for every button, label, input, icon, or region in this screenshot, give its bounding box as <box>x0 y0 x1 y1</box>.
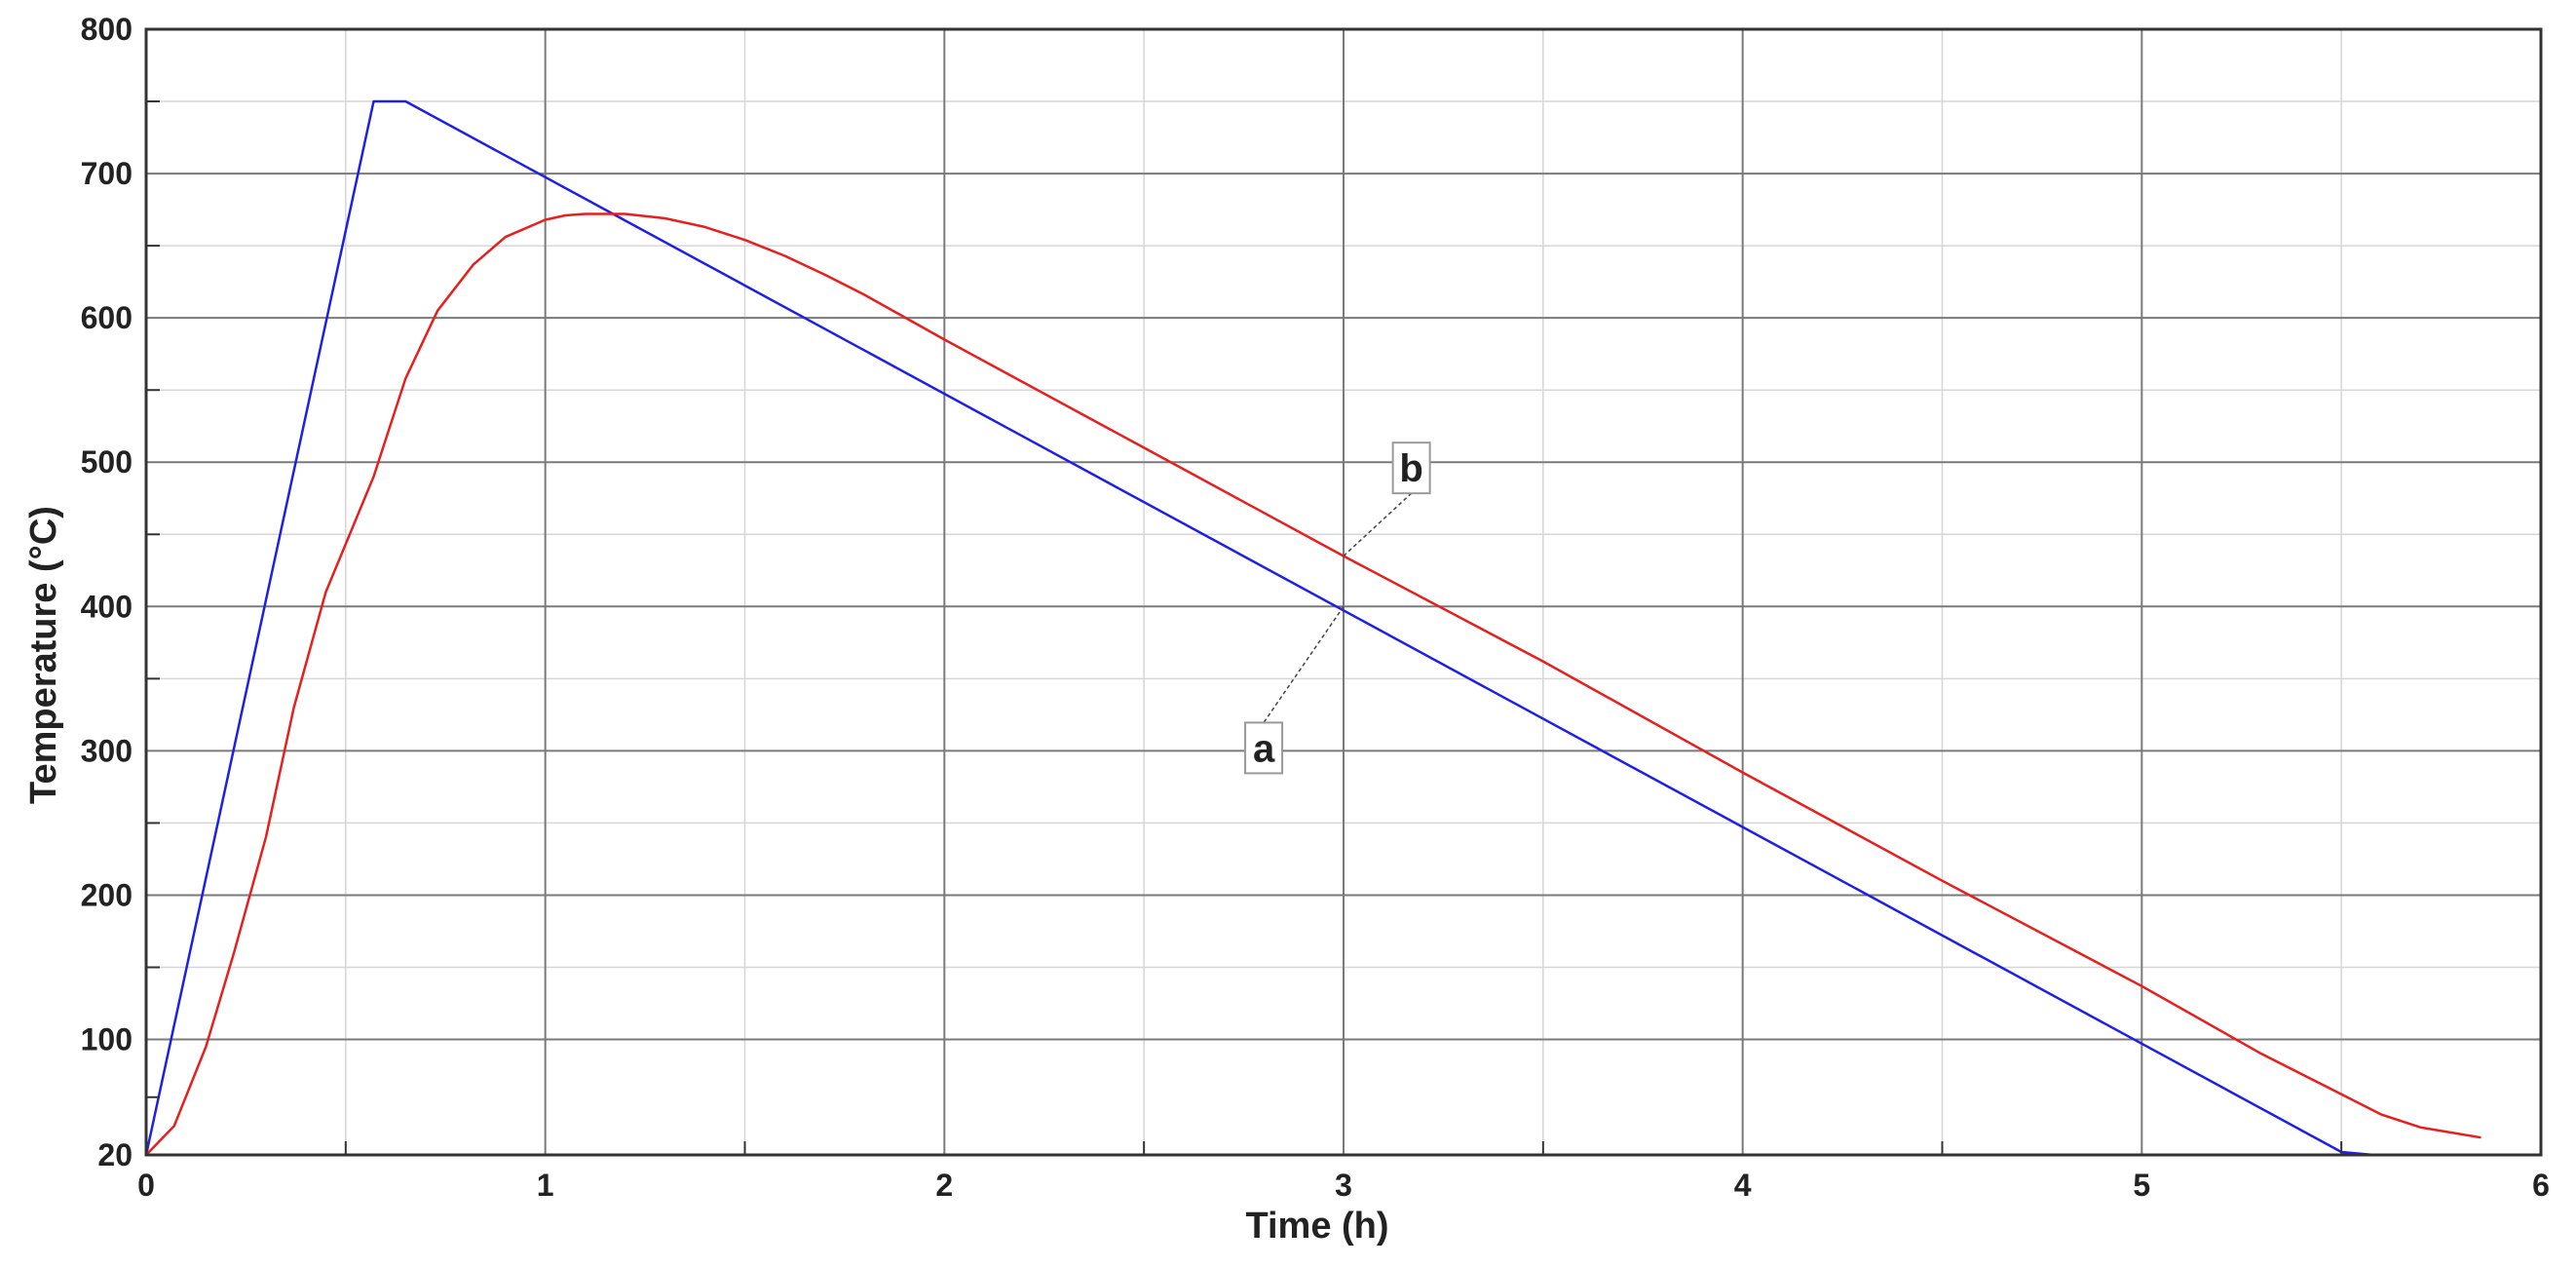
y-tick-label: 800 <box>81 12 133 47</box>
callout-line-a <box>1263 605 1345 723</box>
grid-layer <box>146 29 2541 1155</box>
x-tick-label: 3 <box>1335 1168 1352 1203</box>
series-layer <box>144 99 2481 1157</box>
plot-frame <box>144 27 2543 1157</box>
y-tick-label: 500 <box>81 444 133 480</box>
tick-layer: 0 1 2 3 4 5 6 20 100 200 300 400 500 600 700 800 <box>81 12 2550 1203</box>
callout-box-b <box>1391 442 1431 495</box>
callout-box-a <box>1244 721 1284 775</box>
series-line-b <box>145 212 2481 1156</box>
y-tick-label: 600 <box>81 300 133 335</box>
annotation-layer: ab <box>1244 442 1431 775</box>
y-tick-label: 400 <box>81 589 133 624</box>
x-tick-label: 5 <box>2133 1168 2150 1203</box>
y-axis-title: Temperature (°C) <box>23 506 64 804</box>
frame-layer <box>144 27 2543 1157</box>
x-axis-title: Time (h) <box>1245 1206 1388 1247</box>
x-tick-label: 6 <box>2532 1168 2550 1203</box>
y-tick-label: 100 <box>81 1022 133 1057</box>
x-tick-label: 1 <box>537 1168 554 1203</box>
callout-label-a: a <box>1253 727 1275 770</box>
x-tick-label: 2 <box>935 1168 953 1203</box>
callout-line-b <box>1343 492 1413 557</box>
x-tick-label: 0 <box>137 1168 155 1203</box>
x-tick-label: 4 <box>1734 1168 1752 1203</box>
callout-label-b: b <box>1399 447 1422 490</box>
series-line-a <box>144 99 2481 1157</box>
y-tick-label: 20 <box>97 1137 133 1172</box>
y-tick-label: 200 <box>81 877 133 912</box>
y-tick-label: 300 <box>81 733 133 768</box>
y-tick-label: 700 <box>81 156 133 191</box>
